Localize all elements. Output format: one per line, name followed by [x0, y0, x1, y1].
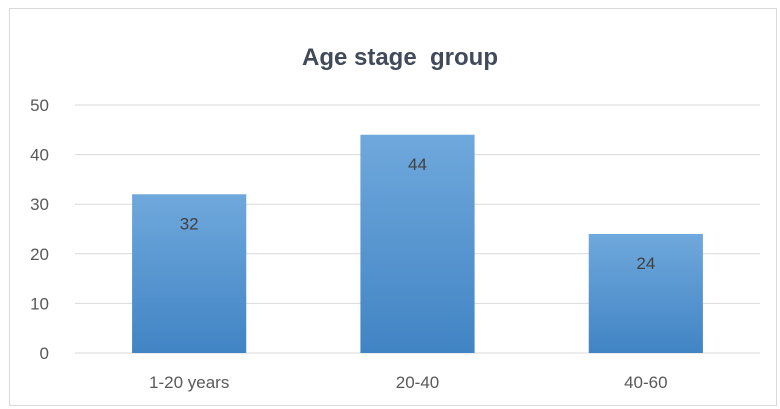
- y-tick-label: 30: [30, 195, 49, 214]
- bar: [132, 194, 247, 353]
- x-tick-label: 40-60: [624, 373, 667, 392]
- y-tick-label: 10: [30, 294, 49, 313]
- y-tick-label: 20: [30, 245, 49, 264]
- x-tick-label: 1-20 years: [149, 373, 229, 392]
- chart-title: Age stage group: [302, 44, 498, 71]
- bar: [360, 134, 475, 353]
- data-label: 44: [408, 155, 427, 174]
- y-tick-label: 0: [40, 344, 49, 363]
- y-tick-label: 50: [30, 96, 49, 115]
- data-label: 24: [636, 254, 655, 273]
- y-tick-label: 40: [30, 146, 49, 165]
- y-axis-tick-labels: 0 10 20 30 40 50: [30, 96, 49, 363]
- bars: [132, 134, 703, 353]
- data-labels: 32 44 24: [180, 155, 656, 273]
- x-axis-tick-labels: 1-20 years 20-40 40-60: [149, 373, 668, 392]
- x-tick-label: 20-40: [396, 373, 439, 392]
- data-label: 32: [180, 214, 199, 233]
- bar: [588, 233, 703, 353]
